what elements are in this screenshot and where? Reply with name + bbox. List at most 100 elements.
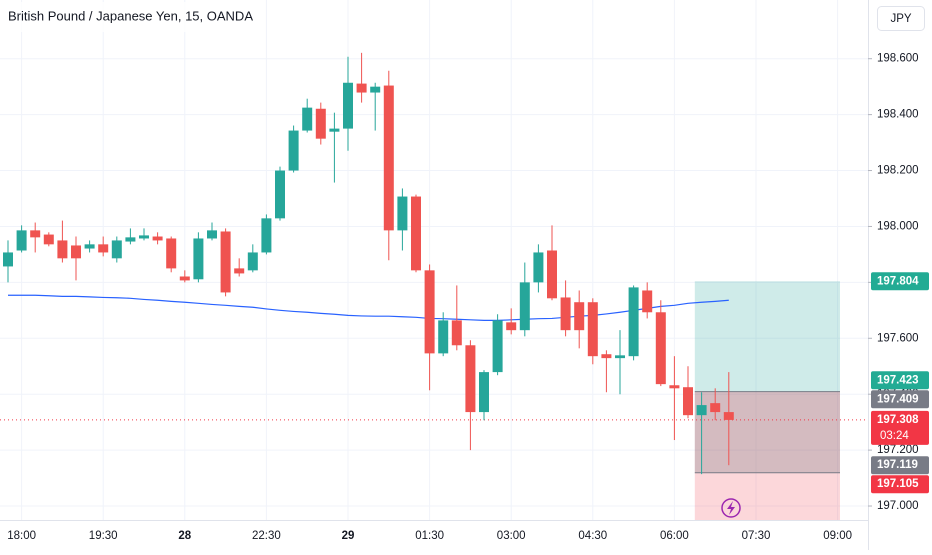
- icon-circle[interactable]: [721, 498, 741, 518]
- y-tick-label: 197.200: [877, 444, 919, 456]
- candle-body: [207, 230, 217, 239]
- axes: 197.000197.200197.400197.600197.800198.0…: [7, 53, 929, 542]
- candle-body: [16, 230, 27, 251]
- x-tick-label: 28: [178, 530, 191, 542]
- y-tick-label: 197.000: [877, 500, 919, 512]
- plot: [0, 52, 868, 520]
- candle-body: [43, 234, 54, 245]
- price-label-box: [871, 475, 929, 494]
- y-tick-label: 198.000: [877, 220, 919, 232]
- price-label-box: [871, 456, 929, 475]
- candle-body: [179, 276, 190, 281]
- position-stop-zone: [694, 391, 840, 520]
- candle-body: [302, 107, 313, 131]
- candle-body: [479, 372, 489, 413]
- candle-body: [261, 218, 272, 253]
- lightning-icon[interactable]: [721, 498, 741, 518]
- currency-label[interactable]: JPY: [890, 13, 911, 25]
- candle-body: [683, 387, 693, 416]
- candle-body: [166, 238, 177, 269]
- title-backdrop: [0, 2, 250, 32]
- price-label: 197.804: [877, 275, 919, 287]
- price-label: 197.308: [877, 414, 919, 426]
- price-label-box: [871, 371, 929, 390]
- candle-body: [30, 230, 41, 238]
- candle-body: [111, 240, 122, 259]
- candle-body: [234, 268, 245, 274]
- candle-body: [560, 297, 571, 331]
- candle-body: [574, 302, 585, 331]
- x-tick-label: 06:00: [660, 530, 689, 542]
- candle-body: [329, 128, 340, 132]
- candle-body: [275, 170, 285, 219]
- candle-body: [655, 312, 666, 385]
- price-label: 197.409: [877, 393, 919, 405]
- candle-body: [424, 270, 435, 354]
- price-label: 197.423: [877, 374, 919, 386]
- countdown: 03:24: [880, 430, 909, 442]
- chart-title: British Pound / Japanese Yen, 15, OANDA: [8, 8, 253, 23]
- candle-body: [615, 355, 625, 359]
- candle-body: [3, 252, 13, 267]
- candle-body: [519, 282, 530, 331]
- candle-body: [57, 240, 68, 259]
- x-tick-label: 29: [342, 530, 355, 542]
- candle-body: [356, 83, 367, 93]
- candle-body: [125, 237, 136, 242]
- candle-body: [710, 403, 721, 413]
- x-tick-label: 09:00: [823, 530, 852, 542]
- candle-body: [451, 320, 462, 346]
- icon-bolt[interactable]: [727, 501, 735, 515]
- x-tick-label: 04:30: [578, 530, 607, 542]
- candle-body: [193, 238, 204, 280]
- x-tick-label: 01:30: [415, 530, 444, 542]
- ma-line: [8, 294, 729, 321]
- price-label-box: [871, 390, 929, 409]
- candle-body: [533, 252, 544, 283]
- candle-body: [465, 345, 476, 413]
- price-label-box: [871, 272, 929, 291]
- x-tick-label: 22:30: [252, 530, 281, 542]
- candle-body: [492, 320, 503, 373]
- candle-body: [288, 130, 299, 171]
- candle-body: [696, 405, 707, 416]
- y-tick-label: 197.600: [877, 332, 919, 344]
- grid: [0, 0, 868, 520]
- x-tick-label: 03:00: [497, 530, 526, 542]
- price-label: 197.105: [877, 478, 919, 490]
- candle-body: [220, 231, 231, 293]
- position-target-zone: [694, 281, 840, 392]
- candle-body: [343, 82, 353, 129]
- y-tick-label: 198.200: [877, 165, 919, 177]
- candle-body: [383, 85, 394, 231]
- y-tick-label: 198.600: [877, 53, 919, 65]
- candle-body: [71, 245, 81, 259]
- x-tick-label: 18:00: [7, 530, 36, 542]
- x-tick-label: 19:30: [89, 530, 118, 542]
- candle-body: [587, 302, 598, 357]
- price-label-box: [871, 410, 929, 445]
- candle-body: [98, 244, 109, 253]
- candle-body: [723, 412, 734, 420]
- candle-body: [370, 86, 381, 93]
- candle-body: [139, 235, 149, 239]
- candle-body: [315, 108, 326, 139]
- candle-body: [247, 252, 258, 271]
- candle-body: [397, 196, 408, 231]
- candle-body: [628, 287, 639, 357]
- candle-body: [506, 322, 517, 331]
- x-tick-label: 07:30: [742, 530, 771, 542]
- y-tick-label: 198.400: [877, 109, 919, 121]
- candle-body: [547, 250, 557, 299]
- candle-body: [601, 354, 612, 359]
- candle-body: [642, 290, 653, 313]
- candle-body: [152, 236, 163, 241]
- price-label: 197.119: [877, 459, 918, 471]
- currency-button[interactable]: [877, 6, 925, 31]
- candle-body: [84, 244, 95, 249]
- candle-body: [438, 320, 449, 354]
- candle-body: [669, 385, 680, 389]
